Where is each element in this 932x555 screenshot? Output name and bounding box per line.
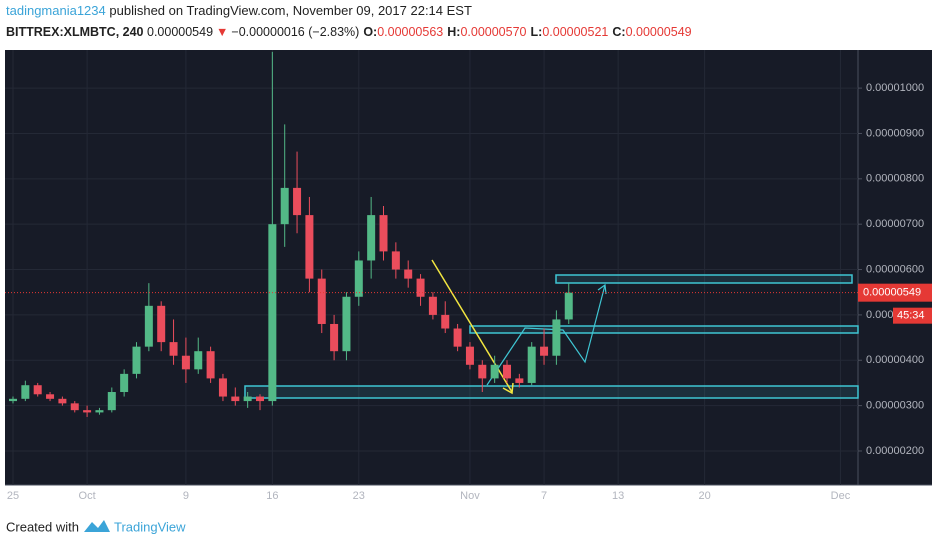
x-tick-label: 25 bbox=[7, 490, 19, 502]
candle-body bbox=[564, 292, 573, 320]
candle-body bbox=[428, 296, 437, 315]
candle-body bbox=[231, 396, 240, 402]
last-price-box bbox=[858, 283, 932, 302]
candle-body bbox=[256, 396, 264, 402]
ohlc-value: 0.00000563 bbox=[377, 25, 443, 39]
candle-body bbox=[132, 346, 141, 374]
candle-body bbox=[540, 346, 549, 356]
candle-body bbox=[305, 215, 314, 279]
x-tick-label: Dec bbox=[831, 490, 851, 502]
header-line: tadingmania1234 published on TradingView… bbox=[6, 3, 472, 18]
candle-body bbox=[194, 351, 203, 370]
drawings bbox=[244, 259, 859, 399]
plot-background bbox=[5, 50, 932, 485]
candle-body bbox=[515, 378, 524, 383]
candle-body bbox=[243, 396, 252, 402]
candle-body bbox=[391, 251, 400, 270]
change: −0.00000016 (−2.83%) bbox=[231, 25, 359, 39]
candle-body bbox=[453, 328, 462, 347]
ohlc-key: L: bbox=[531, 25, 543, 39]
candle-body bbox=[120, 373, 129, 393]
y-tick-label: 0.00001000 bbox=[866, 82, 924, 94]
ohlc-value: 0.00000549 bbox=[626, 25, 692, 39]
candle-body bbox=[21, 385, 30, 399]
brand-logo[interactable] bbox=[84, 520, 110, 532]
candle-body bbox=[317, 278, 326, 324]
x-tick-label: Oct bbox=[79, 490, 96, 502]
countdown-box bbox=[893, 307, 932, 324]
candle-body bbox=[527, 346, 536, 383]
candle-body bbox=[83, 410, 92, 413]
candle-body bbox=[181, 355, 190, 370]
candle-body bbox=[379, 215, 388, 252]
ohlc-key: H: bbox=[447, 25, 460, 39]
countdown: 45:34 bbox=[897, 310, 925, 322]
last: 0.00000549 bbox=[147, 25, 213, 39]
candle-body bbox=[330, 323, 339, 352]
y-tick-label: 0.00000800 bbox=[866, 173, 924, 185]
y-tick-label: 0.00000400 bbox=[866, 354, 924, 366]
candle-body bbox=[144, 305, 153, 347]
x-tick-label: Nov bbox=[460, 490, 480, 502]
footer-brand[interactable]: TradingView bbox=[114, 519, 186, 534]
candle-body bbox=[293, 187, 302, 216]
candle-body bbox=[367, 215, 376, 261]
arrow-head bbox=[502, 382, 514, 395]
footer-created: Created with bbox=[6, 519, 79, 534]
candle-body bbox=[416, 278, 425, 297]
candle-body bbox=[404, 269, 413, 279]
x-tick-label: 13 bbox=[612, 490, 624, 502]
candle-body bbox=[490, 364, 499, 379]
x-tick-label: 23 bbox=[353, 490, 365, 502]
candle-body bbox=[46, 394, 55, 399]
candle-body bbox=[280, 187, 289, 225]
ohlc-value: 0.00000570 bbox=[460, 25, 526, 39]
candle-body bbox=[107, 392, 116, 411]
candle-body bbox=[478, 364, 487, 379]
candle-body bbox=[95, 410, 104, 413]
candle-body bbox=[169, 342, 178, 356]
candle-body bbox=[441, 314, 450, 329]
candle-body bbox=[218, 378, 227, 397]
x-tick-label: 9 bbox=[183, 490, 189, 502]
x-tick-label: 16 bbox=[266, 490, 278, 502]
symbol: BITTREX:XLMBTC, 240 bbox=[6, 25, 144, 39]
target-zone[interactable] bbox=[555, 274, 853, 284]
ohlc-key: C: bbox=[612, 25, 625, 39]
ohlc-value: 0.00000521 bbox=[542, 25, 608, 39]
quote-line: BITTREX:XLMBTC, 240 0.00000549 ▼ −0.000000… bbox=[6, 25, 692, 39]
trend-arrow[interactable] bbox=[431, 259, 513, 393]
candle-body bbox=[503, 364, 511, 379]
candle-body bbox=[157, 305, 166, 343]
arrow-head bbox=[597, 283, 607, 295]
y-tick-label: 0.00000600 bbox=[866, 263, 924, 275]
published: published on TradingView.com, November 0… bbox=[109, 3, 472, 18]
author[interactable]: tadingmania1234 bbox=[6, 3, 106, 18]
down-arrow: ▼ bbox=[216, 25, 228, 39]
y-tick-label: 0.00000300 bbox=[866, 400, 924, 412]
resistance-zone[interactable] bbox=[469, 325, 859, 334]
y-tick-label: 0.00000200 bbox=[866, 445, 924, 457]
x-tick-label: 20 bbox=[698, 490, 710, 502]
candle-body bbox=[58, 398, 67, 404]
candle-body bbox=[268, 224, 277, 402]
y-tick-label: 0.00000700 bbox=[866, 218, 924, 230]
candle-body bbox=[33, 385, 42, 395]
candle-body bbox=[206, 351, 215, 379]
ohlc-key: O: bbox=[363, 25, 377, 39]
candle-body bbox=[465, 346, 474, 365]
y-tick-label: 0.00000900 bbox=[866, 127, 924, 139]
candle-body bbox=[9, 398, 17, 402]
x-tick-label: 7 bbox=[541, 490, 547, 502]
candle-body bbox=[70, 403, 79, 411]
candle-body bbox=[552, 319, 561, 356]
last-price-label: 0.00000549 bbox=[863, 287, 921, 299]
support-zone[interactable] bbox=[244, 385, 859, 399]
candle-body bbox=[354, 260, 363, 297]
candle-body bbox=[342, 296, 351, 352]
projection-path[interactable] bbox=[486, 284, 606, 386]
